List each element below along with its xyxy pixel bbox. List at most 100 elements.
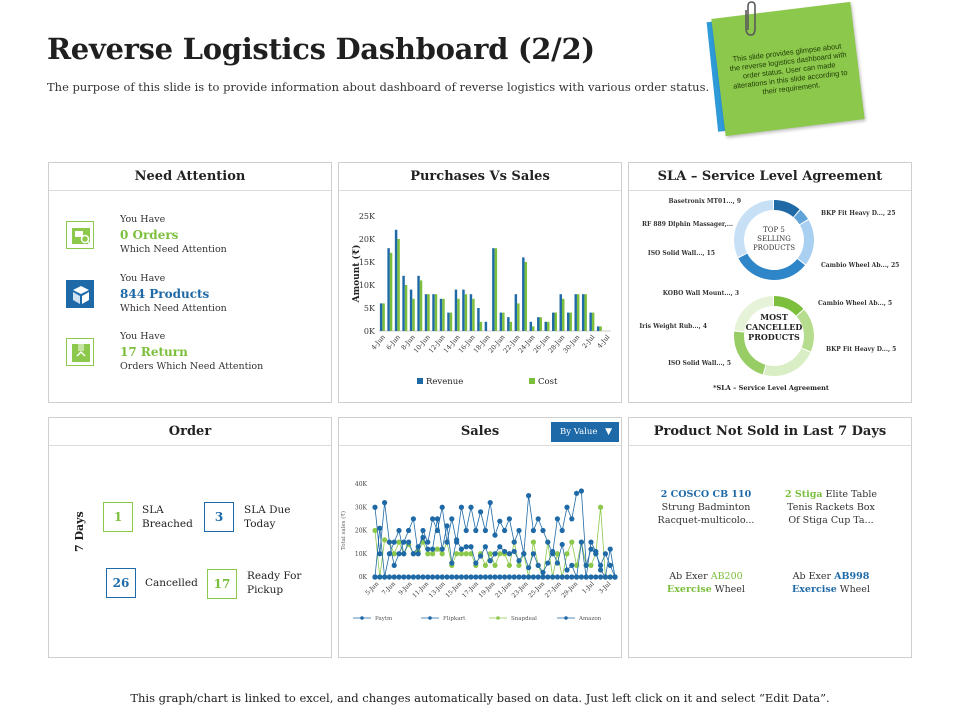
bar-revenue (559, 294, 562, 331)
point-snapdeal (434, 546, 440, 552)
cancelled-count[interactable]: 26 (106, 568, 136, 598)
most-cancelled-slice (774, 296, 804, 316)
bar-revenue (447, 312, 450, 331)
point-amazon (444, 539, 450, 545)
y-tick-label: 20K (359, 235, 376, 244)
legend-label: Snapdeal (511, 616, 537, 622)
point-snapdeal (439, 551, 445, 557)
point-flipkart (434, 516, 440, 522)
y-tick-label: 40K (355, 481, 368, 488)
point-flipkart (497, 544, 503, 550)
not-sold-highlight: AB998 (834, 571, 870, 582)
donut-label: Cambio Wheel Ab..., 5 (818, 300, 892, 307)
point-flipkart (578, 539, 584, 545)
y-tick-label: 10K (359, 281, 376, 290)
legend-marker (428, 616, 432, 620)
point-amazon (550, 551, 556, 557)
bar-revenue (507, 317, 510, 331)
point-amazon (382, 500, 388, 506)
bar-revenue (596, 326, 600, 331)
not-sold-item[interactable]: Ab Exer AB998 Exercise Wheel (766, 570, 896, 596)
attention-item-returns[interactable]: You Have 17 Return Orders Which Need Att… (65, 330, 325, 382)
not-sold-panel: Product Not Sold in Last 7 Days 2 COSCO … (628, 417, 912, 658)
bar-revenue (499, 312, 503, 331)
legend-label: Amazon (578, 616, 602, 622)
ready-for-pickup-count[interactable]: 17 (207, 569, 237, 599)
sales-filter-dropdown[interactable]: By Value ▼ (551, 422, 619, 442)
point-snapdeal (382, 537, 388, 543)
attention-value: 844 Products (120, 287, 210, 301)
legend-label: Revenue (426, 377, 463, 387)
point-snapdeal (487, 551, 493, 557)
point-amazon (598, 562, 604, 568)
x-tick-label: 30-Jun (562, 333, 582, 355)
y-tick-label: 25K (359, 212, 376, 221)
bar-cost (479, 321, 483, 331)
need-attention-title: Need Attention (49, 163, 331, 191)
order-panel: Order 7 Days 1 SLA Breached 3 SLA Due To… (48, 417, 332, 658)
sla-panel: SLA – Service Level Agreement TOP 5 SELLI… (628, 162, 912, 403)
sla-breached-count[interactable]: 1 (103, 502, 133, 532)
bar-revenue (394, 229, 398, 331)
bar-cost (591, 312, 595, 331)
point-amazon (526, 493, 532, 499)
point-paytm (377, 574, 383, 580)
point-amazon (463, 527, 469, 534)
sticky-note: This slide provides glimpse about the re… (711, 1, 865, 137)
point-amazon (478, 509, 484, 515)
legend-label: Paytm (375, 616, 393, 622)
point-snapdeal (554, 551, 560, 557)
attention-suffix: Orders Which Need Attention (120, 361, 264, 372)
point-amazon (511, 539, 517, 545)
need-attention-panel: Need Attention You Have 0 Orders Which N… (48, 162, 332, 403)
order-label-line: Pickup (247, 584, 284, 596)
point-amazon (554, 516, 560, 522)
point-flipkart (449, 560, 455, 566)
most-cancelled-slice (796, 309, 814, 352)
bar-cost (547, 321, 550, 331)
donut-center-text: PRODUCTS (748, 332, 800, 342)
bar-revenue (529, 321, 533, 331)
point-flipkart (554, 560, 560, 566)
purchases-vs-sales-title: Purchases Vs Sales (339, 163, 621, 191)
sla-due-today-count[interactable]: 3 (204, 502, 234, 532)
not-sold-item[interactable]: Ab Exer AB200 Exercise Wheel (641, 570, 771, 596)
attention-item-orders[interactable]: You Have 0 Orders Which Need Attention (65, 213, 325, 265)
y-tick-label: 5K (364, 304, 376, 313)
not-sold-item[interactable]: 2 COSCO CB 110 Strung Badminton Racquet-… (641, 488, 771, 527)
sla-footnote: *SLA – Service Level Agreement (713, 384, 829, 392)
bar-cost (524, 262, 528, 331)
sla-donut-charts[interactable]: TOP 5SELLINGPRODUCTSMOSTCANCELLEDPRODUCT… (629, 191, 913, 403)
point-flipkart (391, 539, 397, 545)
bar-revenue (439, 298, 443, 331)
x-tick-label: 3-Jul (598, 580, 613, 595)
point-flipkart (516, 558, 522, 564)
attention-value: 0 Orders (120, 228, 179, 242)
point-paytm (506, 574, 512, 580)
point-paytm (588, 574, 594, 580)
bar-cost (427, 294, 430, 331)
donut-label: Basetronix MT01..., 9 (669, 198, 741, 205)
point-flipkart (535, 562, 541, 568)
most-cancelled-slice (763, 348, 811, 376)
not-sold-item[interactable]: 2 Stiga Elite Table Tenis Rackets Box Of… (766, 488, 896, 527)
donut-label: Iris Weight Rub..., 4 (639, 323, 707, 330)
attention-suffix: Which Need Attention (120, 244, 227, 255)
donut-label: RF 889 Dlphin Massager,... (642, 221, 733, 228)
not-sold-highlight: AB200 (710, 571, 743, 582)
bar-cost (554, 312, 557, 331)
y-tick-label: 10K (355, 551, 368, 558)
point-snapdeal (372, 527, 378, 534)
point-paytm (420, 574, 426, 580)
point-snapdeal (391, 551, 397, 557)
point-paytm (521, 574, 527, 580)
point-paytm (382, 574, 388, 580)
attention-text: You Have 17 Return Orders Which Need Att… (120, 330, 263, 374)
point-paytm (564, 574, 570, 580)
bar-cost (472, 298, 475, 331)
bar-cost (561, 298, 565, 331)
attention-item-products[interactable]: You Have 844 Products Which Need Attenti… (65, 272, 325, 324)
point-paytm (406, 574, 412, 580)
